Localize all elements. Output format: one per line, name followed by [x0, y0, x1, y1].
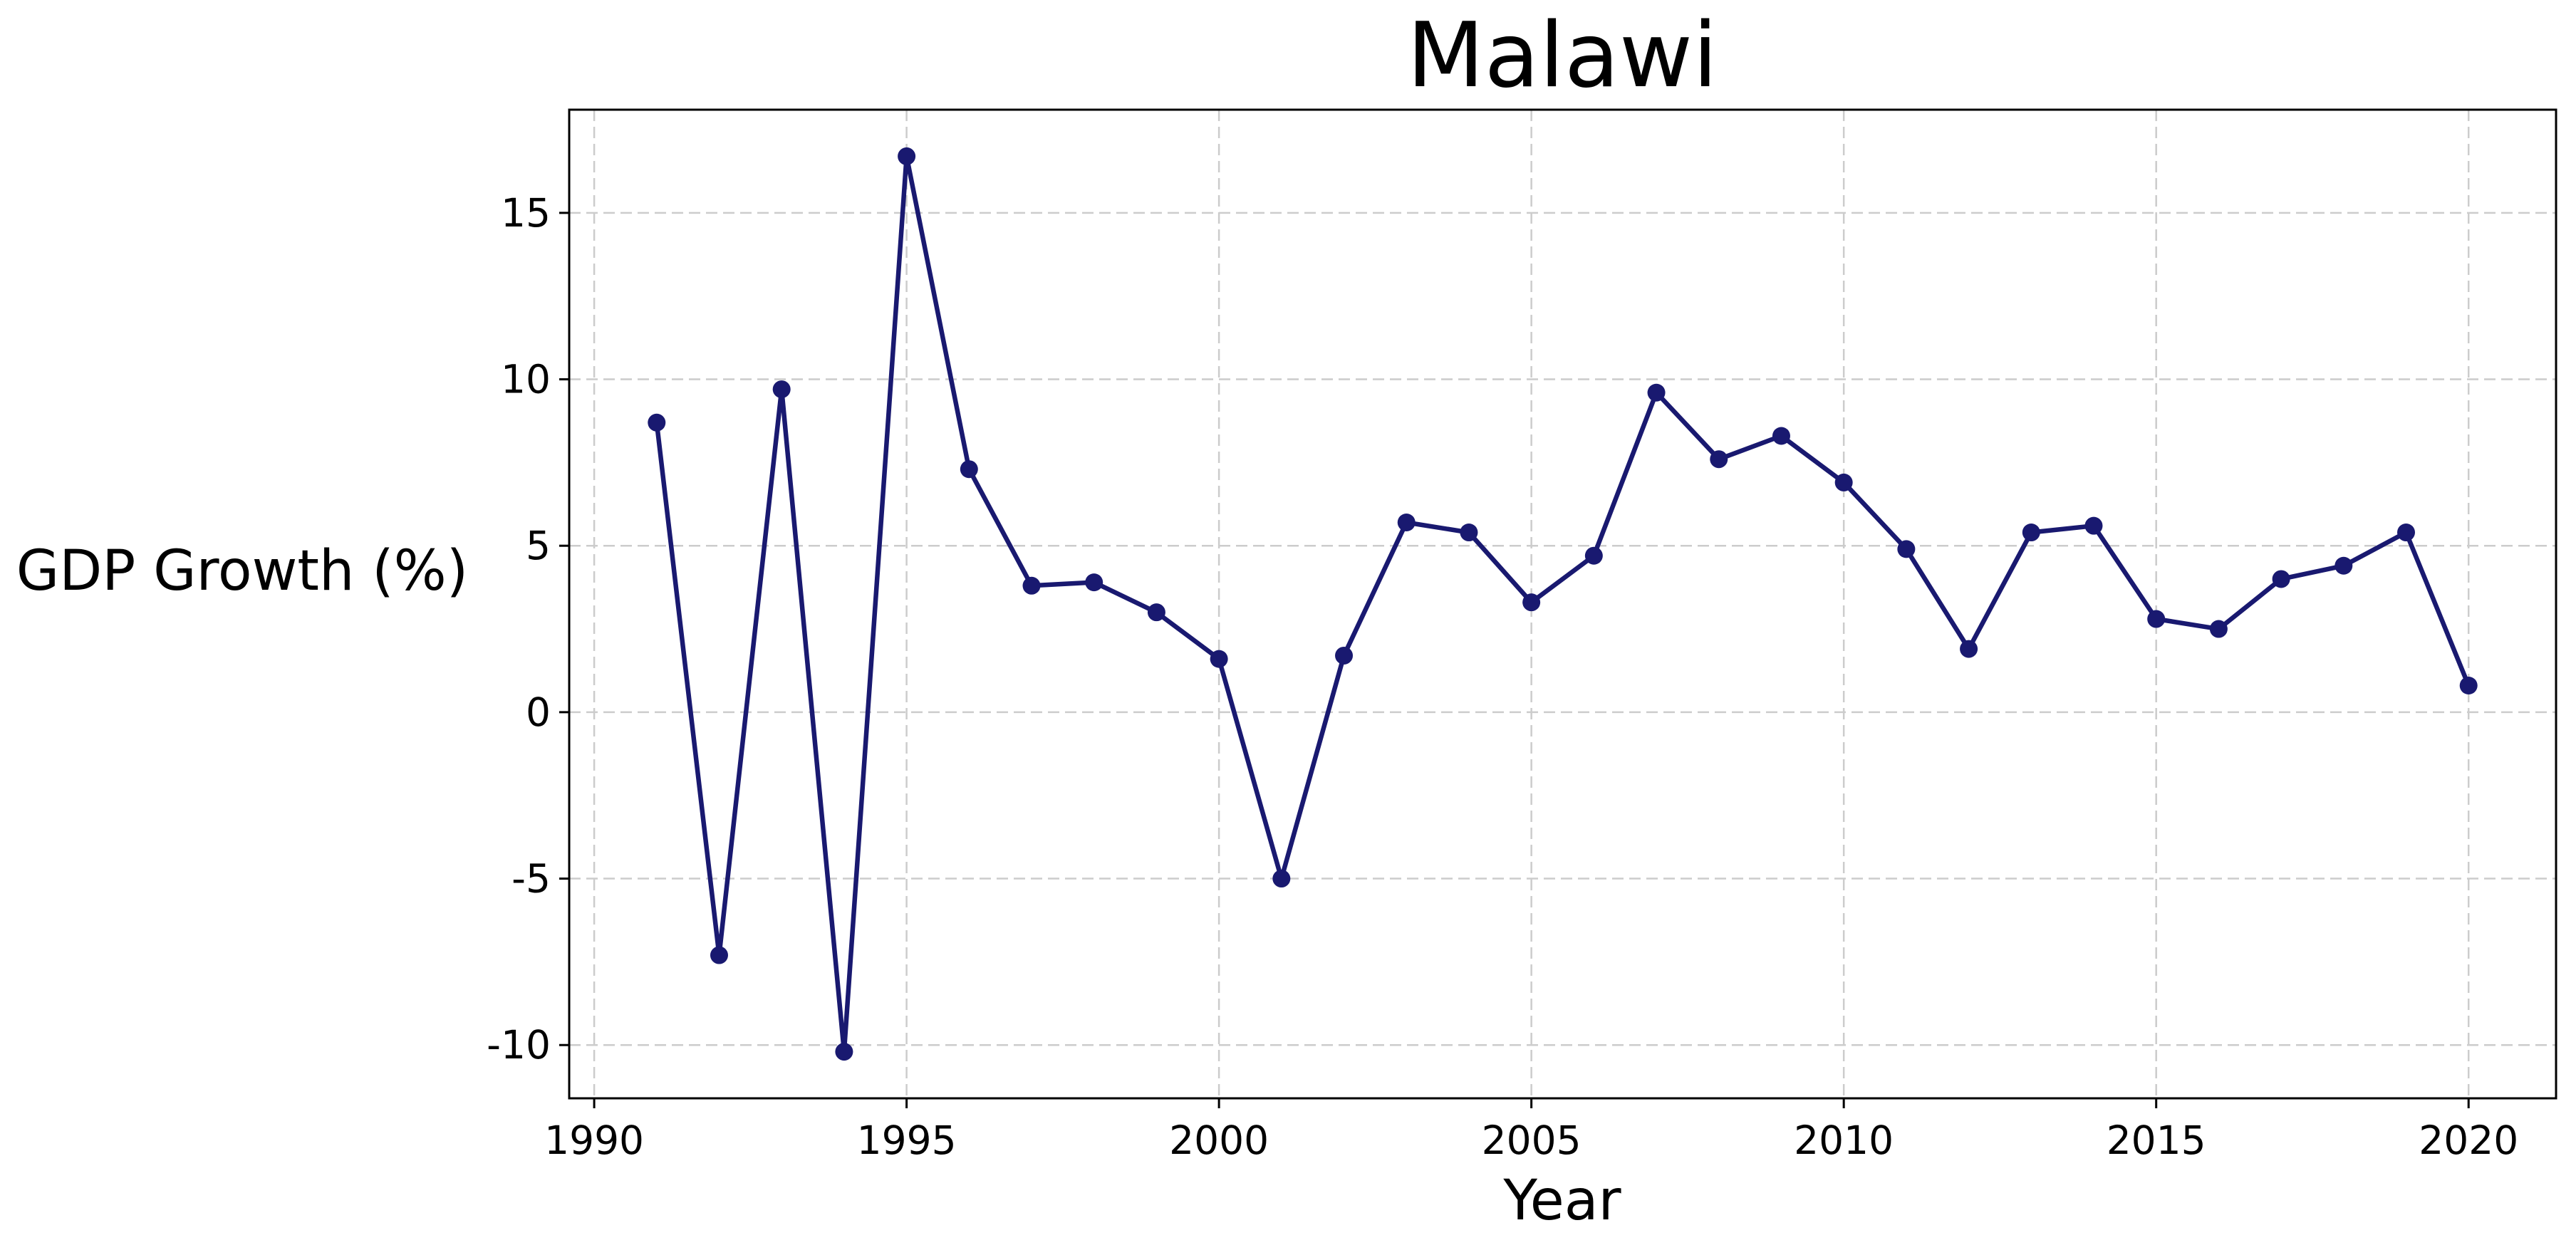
data-point	[1022, 576, 1041, 595]
y-tick-label: -10	[487, 1022, 551, 1068]
chart-title: Malawi	[1407, 3, 1718, 108]
data-point	[835, 1043, 853, 1061]
data-point	[1647, 383, 1666, 402]
data-point	[2147, 610, 2166, 628]
x-tick-label: 2015	[2107, 1118, 2206, 1163]
x-tick-label: 2005	[1482, 1118, 1582, 1163]
x-tick-label: 2000	[1169, 1118, 1269, 1163]
y-axis-label: GDP Growth (%)	[16, 539, 468, 603]
data-point	[2209, 620, 2228, 638]
data-point	[960, 460, 978, 479]
plot-area-frame	[568, 108, 2557, 1100]
y-tick-label: 0	[526, 689, 551, 735]
y-tick-label: 15	[501, 190, 551, 236]
data-point	[2272, 570, 2290, 588]
data-point	[2334, 556, 2353, 575]
data-point	[1397, 514, 1416, 532]
data-point	[1147, 603, 1165, 622]
y-axis: -10 -5 0 5 10 15	[487, 190, 569, 1068]
data-point	[1272, 870, 1291, 888]
y-tick-label: -5	[511, 856, 551, 902]
y-tick-label: 5	[526, 523, 551, 568]
grid-lines	[569, 110, 2556, 1098]
x-axis: 1990 1995 2000 2005 2010 2015 2020	[544, 1098, 2518, 1163]
data-point	[2084, 516, 2103, 535]
data-point	[1960, 640, 1978, 658]
x-tick-label: 2010	[1794, 1118, 1894, 1163]
data-point	[1335, 646, 1354, 665]
data-point	[1897, 540, 1916, 558]
data-point	[1710, 450, 1728, 469]
data-point	[2459, 676, 2478, 694]
data-point	[1772, 427, 1790, 445]
data-point	[2397, 524, 2416, 542]
x-tick-label: 1990	[544, 1118, 644, 1163]
data-point	[1085, 573, 1103, 592]
x-tick-label: 2020	[2419, 1118, 2518, 1163]
data-point	[710, 946, 728, 964]
data-point	[772, 380, 791, 399]
data-point	[898, 147, 916, 165]
data-point	[1834, 473, 1853, 491]
x-axis-label: Year	[1502, 1169, 1621, 1233]
data-point	[2022, 524, 2040, 542]
data-point	[1210, 650, 1228, 668]
data-series	[648, 147, 2478, 1061]
x-tick-label: 1995	[857, 1118, 957, 1163]
data-point	[1522, 593, 1541, 612]
data-point	[1460, 524, 1478, 542]
data-point	[1584, 546, 1603, 565]
data-point	[648, 413, 666, 432]
series-line	[654, 154, 2471, 1054]
y-tick-label: 10	[501, 357, 551, 402]
